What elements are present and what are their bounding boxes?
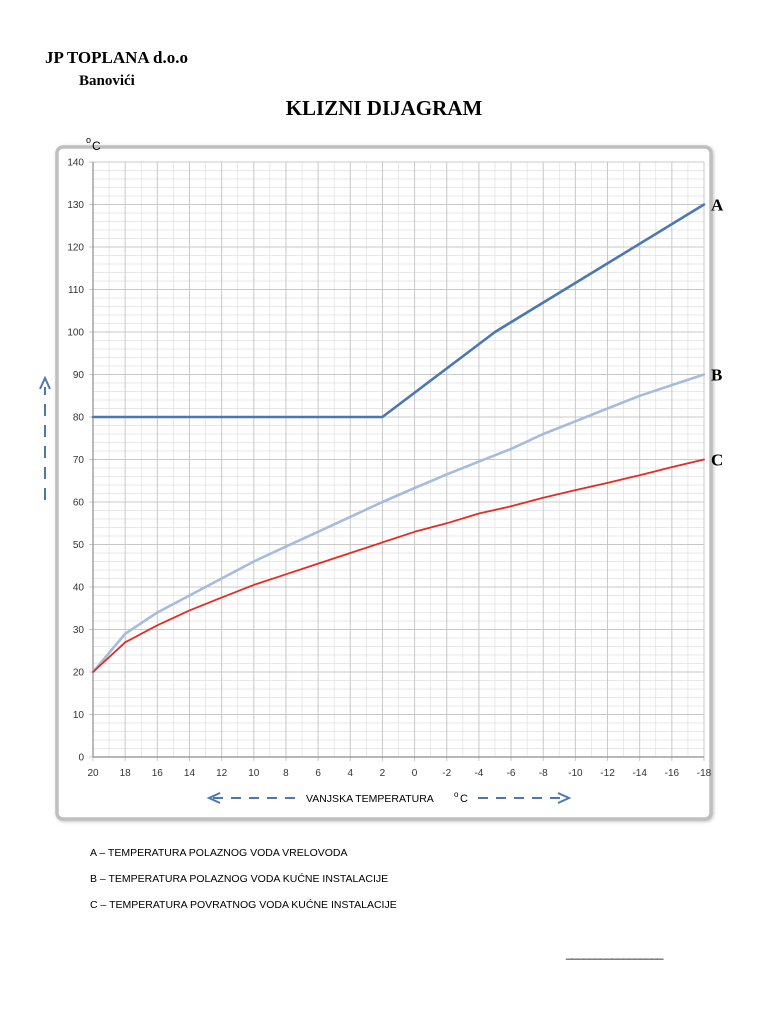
x-tick-label: 18	[120, 768, 132, 779]
x-tick-label: 10	[248, 768, 260, 779]
y-tick-label: 70	[73, 455, 85, 466]
y-tick-label: 130	[67, 200, 84, 211]
y-tick-label: 60	[73, 498, 85, 509]
y-tick-label: 30	[73, 625, 85, 636]
x-tick-label: 2	[380, 768, 386, 779]
y-tick-label: 20	[73, 668, 85, 679]
x-axis-label: VANJSKA TEMPERATURA	[306, 793, 434, 805]
x-tick-label: -10	[568, 768, 583, 779]
y-tick-label: 120	[67, 243, 84, 254]
x-tick-label: 14	[184, 768, 196, 779]
x-axis-unit-sup: o	[454, 790, 459, 799]
series-label-b: B	[711, 366, 722, 385]
grid-minor	[93, 162, 704, 757]
y-tick-label: 0	[78, 753, 84, 764]
x-axis-unit: C	[460, 793, 468, 805]
y-axis-unit-sup: o	[86, 135, 91, 145]
legend-entry-a: A – TEMPERATURA POLAZNOG VODA VRELOVODA	[90, 847, 348, 859]
series-line-b	[91, 373, 706, 674]
x-tick-label: -12	[600, 768, 615, 779]
signature-line: _________________	[566, 946, 663, 960]
series-label-a: A	[711, 196, 724, 215]
y-tick-label: 50	[73, 540, 85, 551]
x-tick-label: -18	[697, 768, 712, 779]
company-city: Banovići	[79, 73, 135, 89]
y-tick-label: 100	[67, 328, 84, 339]
x-tick-label: 20	[87, 768, 99, 779]
page-title: KLIZNI DIJAGRAM	[285, 96, 483, 120]
legend-entry-c: C – TEMPERATURA POVRATNOG VODA KUĆNE INS…	[90, 899, 397, 911]
x-axis-tick-labels: 20 18 16 14 12 10 8 6 4 2 0 -2 -4 -6 -8 -10 -12 -14 -16 -18	[87, 768, 711, 779]
right-arrow-icon	[478, 792, 572, 804]
series-label-c: C	[711, 451, 723, 470]
series-labels: A B C	[711, 196, 724, 470]
x-tick-label: -14	[632, 768, 647, 779]
chart-frame	[55, 145, 713, 821]
y-tick-label: 10	[73, 710, 85, 721]
y-tick-label: 80	[73, 413, 85, 424]
y-tick-label: 110	[68, 285, 84, 296]
y-axis-unit: C	[92, 139, 101, 153]
y-tick-label: 40	[73, 583, 85, 594]
x-tick-label: 16	[152, 768, 164, 779]
left-arrow-icon	[206, 792, 295, 804]
y-axis-tick-labels: 0 10 20 30 40 50 60 70 80 90 100 110 120 130 140	[67, 158, 84, 764]
series-line-c	[92, 458, 705, 673]
x-tick-label: 8	[283, 768, 289, 779]
series-line-a	[91, 203, 706, 419]
company-name: JP TOPLANA d.o.o	[45, 48, 188, 67]
grid-major	[89, 161, 705, 761]
legend-entry-b: B – TEMPERATURA POLAZNOG VODA KUĆNE INST…	[90, 873, 389, 885]
up-arrow-icon	[39, 375, 51, 500]
x-tick-label: 4	[347, 768, 353, 779]
x-tick-label: -8	[539, 768, 548, 779]
x-tick-label: -16	[665, 768, 680, 779]
y-tick-label: 90	[73, 370, 85, 381]
x-tick-label: 12	[216, 768, 228, 779]
x-tick-label: 0	[412, 768, 418, 779]
x-tick-label: -4	[474, 768, 483, 779]
x-tick-label: 6	[315, 768, 321, 779]
x-tick-label: -2	[442, 768, 451, 779]
series-lines	[91, 203, 706, 674]
x-tick-label: -6	[507, 768, 516, 779]
y-tick-label: 140	[67, 158, 84, 169]
